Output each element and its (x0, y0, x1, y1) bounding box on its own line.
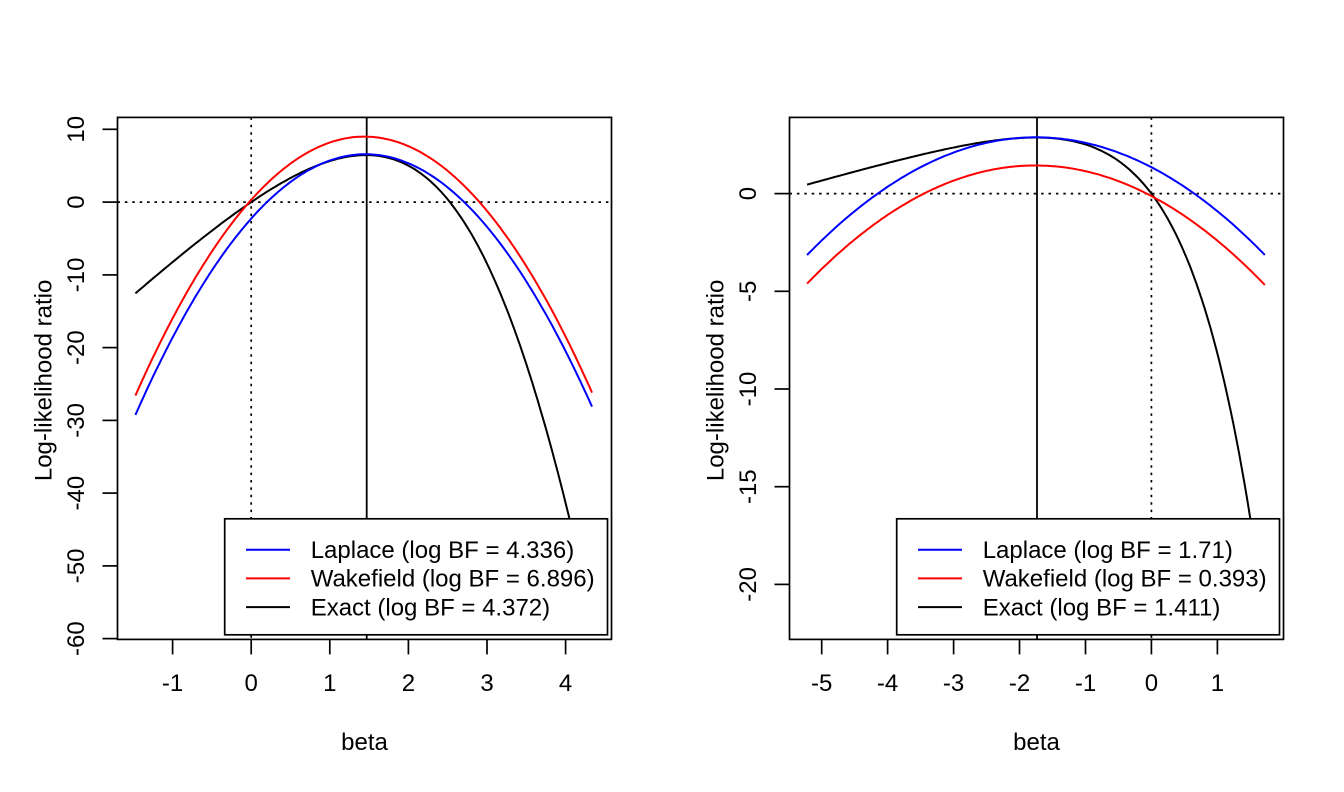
svg-text:4: 4 (559, 670, 572, 697)
svg-text:beta: beta (341, 729, 388, 756)
svg-text:0: 0 (245, 670, 258, 697)
svg-text:1: 1 (1211, 670, 1224, 697)
svg-text:-1: -1 (162, 670, 183, 697)
svg-text:0: 0 (1145, 670, 1158, 697)
svg-text:-10: -10 (735, 372, 762, 407)
svg-text:-30: -30 (63, 403, 90, 438)
svg-text:-20: -20 (63, 330, 90, 365)
svg-text:-5: -5 (811, 670, 832, 697)
svg-text:Log-likelihood ratio: Log-likelihood ratio (703, 280, 730, 481)
svg-text:1: 1 (323, 670, 336, 697)
svg-text:Wakefield (log BF = 0.393): Wakefield (log BF = 0.393) (983, 566, 1267, 593)
svg-text:Wakefield (log BF = 6.896): Wakefield (log BF = 6.896) (311, 566, 595, 593)
svg-text:3: 3 (480, 670, 493, 697)
svg-text:-50: -50 (63, 549, 90, 584)
svg-text:10: 10 (63, 116, 90, 143)
svg-text:Log-likelihood ratio: Log-likelihood ratio (31, 280, 58, 481)
svg-text:-20: -20 (735, 567, 762, 602)
svg-text:-3: -3 (943, 670, 964, 697)
svg-text:Laplace (log BF = 1.71): Laplace (log BF = 1.71) (983, 537, 1233, 564)
svg-text:beta: beta (1013, 729, 1060, 756)
svg-text:0: 0 (63, 195, 90, 208)
svg-text:Laplace (log BF = 4.336): Laplace (log BF = 4.336) (311, 537, 575, 564)
svg-text:-15: -15 (735, 469, 762, 504)
svg-text:Exact (log BF = 1.411): Exact (log BF = 1.411) (983, 594, 1221, 621)
svg-text:-60: -60 (63, 621, 90, 656)
svg-text:Exact (log BF = 4.372): Exact (log BF = 4.372) (311, 594, 550, 621)
svg-text:-10: -10 (63, 258, 90, 293)
svg-text:-2: -2 (1009, 670, 1030, 697)
svg-text:0: 0 (735, 187, 762, 200)
svg-text:-40: -40 (63, 476, 90, 511)
svg-text:2: 2 (402, 670, 415, 697)
svg-text:-4: -4 (877, 670, 898, 697)
svg-text:-1: -1 (1075, 670, 1096, 697)
svg-text:-5: -5 (735, 281, 762, 302)
